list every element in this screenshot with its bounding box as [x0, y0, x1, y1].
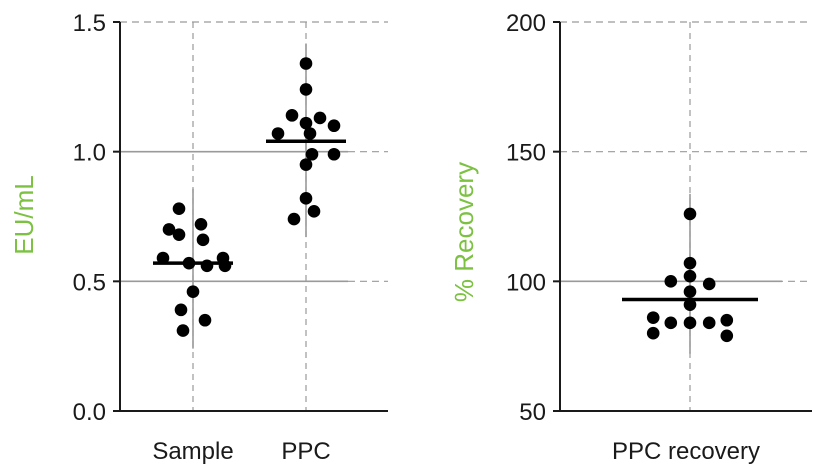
- data-point: [683, 256, 697, 270]
- data-point: [305, 147, 319, 161]
- data-point: [646, 326, 660, 340]
- y-tick-label: 1.0: [73, 140, 106, 167]
- data-point: [194, 217, 208, 231]
- right-category-label-ppc-recovery: PPC recovery: [612, 438, 760, 465]
- left-y-ticks: 0.0 0.5 1.0 1.5: [73, 10, 120, 426]
- y-tick-label: 50: [519, 399, 546, 426]
- y-tick-label: 150: [506, 140, 546, 167]
- left-grid: [120, 21, 388, 411]
- left-panel: 0.0 0.5 1.0 1.5 Sample PPC EU/mL: [9, 10, 388, 465]
- data-point: [162, 223, 176, 236]
- data-point: [198, 313, 212, 327]
- data-point: [307, 205, 321, 218]
- y-tick-label: 0.0: [73, 399, 106, 426]
- data-point: [299, 57, 313, 70]
- data-point: [271, 127, 285, 140]
- data-point: [683, 298, 697, 311]
- right-y-ticks: 50 100 150 200: [506, 10, 560, 426]
- data-point: [299, 83, 313, 96]
- data-point: [299, 192, 313, 205]
- y-tick-label: 100: [506, 269, 546, 296]
- data-point: [285, 109, 299, 122]
- data-point: [683, 207, 697, 221]
- data-point: [720, 313, 734, 327]
- data-point: [218, 259, 232, 273]
- data-point: [299, 116, 313, 130]
- y-tick-label: 200: [506, 10, 546, 37]
- data-point: [720, 329, 734, 343]
- left-points: [156, 57, 341, 337]
- data-point: [683, 285, 697, 299]
- data-point: [156, 251, 170, 265]
- data-point: [327, 147, 341, 161]
- right-points: [646, 207, 734, 343]
- data-point: [200, 259, 214, 273]
- data-point: [327, 119, 341, 133]
- data-point: [176, 324, 190, 337]
- data-point: [186, 285, 200, 299]
- data-point: [172, 228, 186, 241]
- y-tick-label: 1.5: [73, 10, 106, 37]
- y-tick-label: 0.5: [73, 269, 106, 296]
- data-point: [683, 269, 697, 283]
- data-point: [172, 202, 186, 216]
- left-medians: [153, 139, 346, 265]
- data-point: [683, 316, 697, 330]
- data-point: [702, 277, 716, 291]
- left-y-axis-label: EU/mL: [9, 175, 39, 254]
- data-point: [303, 127, 317, 140]
- data-point: [702, 316, 716, 330]
- data-point: [313, 111, 327, 125]
- data-point: [299, 158, 313, 171]
- data-point: [196, 233, 210, 247]
- data-point: [664, 316, 678, 330]
- left-category-label-ppc: PPC: [281, 438, 330, 465]
- left-category-label-sample: Sample: [152, 438, 233, 465]
- data-point: [646, 311, 660, 324]
- right-y-axis-label: % Recovery: [449, 162, 479, 302]
- data-point: [287, 212, 301, 226]
- data-point: [664, 275, 678, 288]
- right-panel: 50 100 150 200 PPC recovery % Recovery: [449, 10, 812, 465]
- data-point: [174, 303, 188, 317]
